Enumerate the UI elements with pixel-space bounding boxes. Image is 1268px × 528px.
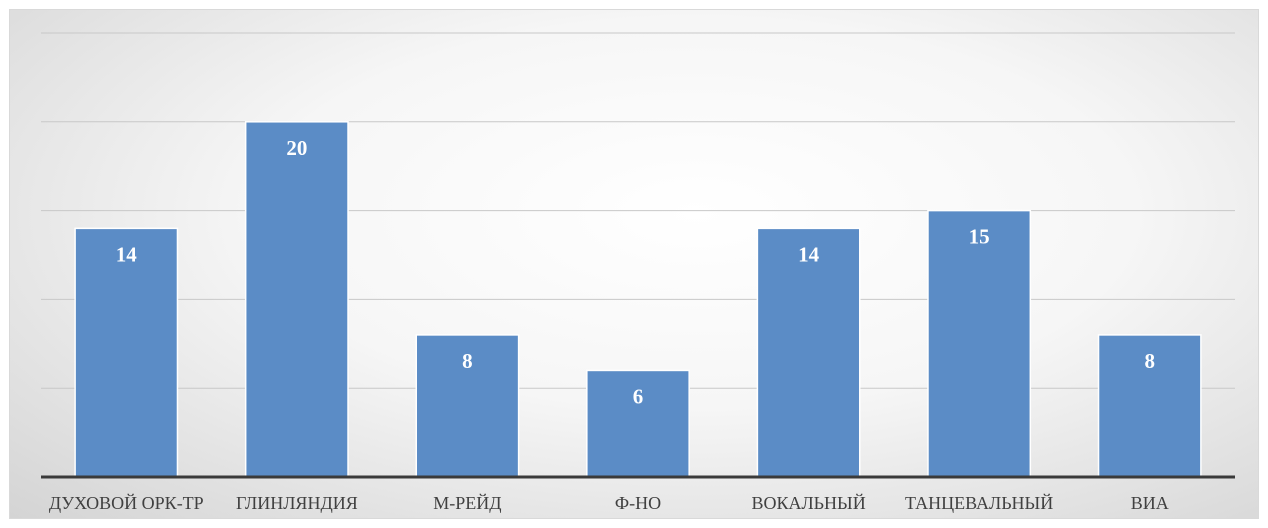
data-label: 6 xyxy=(633,384,644,408)
bar xyxy=(927,209,1032,478)
data-label: 14 xyxy=(116,242,138,266)
bar xyxy=(586,369,690,478)
x-tick-label: М-РЕЙД xyxy=(433,493,501,513)
bar xyxy=(1097,334,1202,478)
x-tick-label: ТАНЦЕВАЛЬНЫЙ xyxy=(905,493,1053,513)
bar xyxy=(415,334,520,478)
bar xyxy=(244,121,349,478)
bar xyxy=(756,227,861,478)
data-label: 15 xyxy=(969,225,990,249)
gridlines xyxy=(41,32,1235,389)
x-tick-labels: ДУХОВОЙ ОРК-ТР ГЛИНЛЯНДИЯ М-РЕЙД Ф-НО ВОКАЛЬ… xyxy=(49,493,1169,513)
data-label: 14 xyxy=(798,242,820,266)
bars xyxy=(74,121,1202,478)
x-tick-label: ВИА xyxy=(1131,493,1169,513)
x-tick-label: ГЛИНЛЯНДИЯ xyxy=(236,493,358,513)
data-labels: 14 20 8 6 14 15 8 xyxy=(116,136,1155,409)
x-tick-label: ДУХОВОЙ ОРК-ТР xyxy=(49,493,204,513)
x-tick-label: ВОКАЛЬНЫЙ xyxy=(751,493,865,513)
data-label: 20 xyxy=(286,136,307,160)
data-label: 8 xyxy=(462,349,473,373)
x-tick-label: Ф-НО xyxy=(615,493,661,513)
data-label: 8 xyxy=(1144,349,1155,373)
